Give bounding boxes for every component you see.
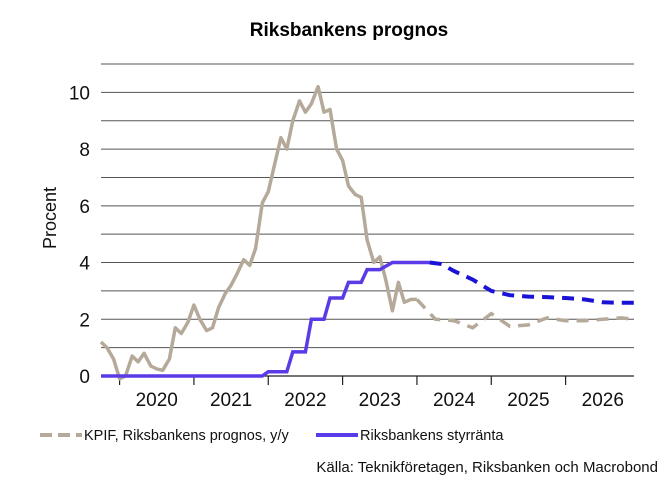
- grid: [101, 63, 634, 349]
- y-tick-label: 8: [79, 140, 90, 161]
- y-tick-label: 10: [69, 83, 90, 104]
- x-tick-label: 2024: [433, 390, 476, 411]
- series-line-rate: [101, 260, 430, 378]
- source-note: Källa: Teknikföretagen, Riksbanken och M…: [316, 459, 658, 476]
- x-tick-label: 2023: [359, 390, 401, 411]
- y-tick-labels: 0 2 4 6 8 10: [69, 83, 91, 388]
- x-tick-label: 2026: [582, 390, 624, 411]
- y-tick-label: 4: [79, 254, 90, 275]
- x-tick-label: 2025: [507, 390, 549, 411]
- series-group: [99, 84, 635, 381]
- x-tick-label: 2020: [136, 390, 178, 411]
- x-tick-label: 2021: [210, 390, 252, 411]
- legend-label-kpif: KPIF, Riksbankens prognos, y/y: [84, 428, 289, 444]
- y-tick-label: 0: [79, 367, 90, 388]
- y-tick-label: 2: [79, 310, 90, 331]
- series-line-rate-forecast: [429, 260, 634, 305]
- y-tick-label: 6: [79, 197, 90, 218]
- x-axis: 2020 2021 2022 2023 2024 2025 2026: [101, 375, 634, 411]
- series-line-kpif: [99, 84, 417, 381]
- legend: KPIF, Riksbankens prognos, y/y Riksbanken…: [40, 428, 504, 444]
- legend-label-rate: Riksbankens styrränta: [360, 428, 504, 444]
- series-line-kpif-forecast: [415, 298, 635, 330]
- chart-title: Riksbankens prognos: [250, 20, 449, 41]
- y-axis-label: Procent: [40, 187, 60, 249]
- x-tick-label: 2022: [284, 390, 326, 411]
